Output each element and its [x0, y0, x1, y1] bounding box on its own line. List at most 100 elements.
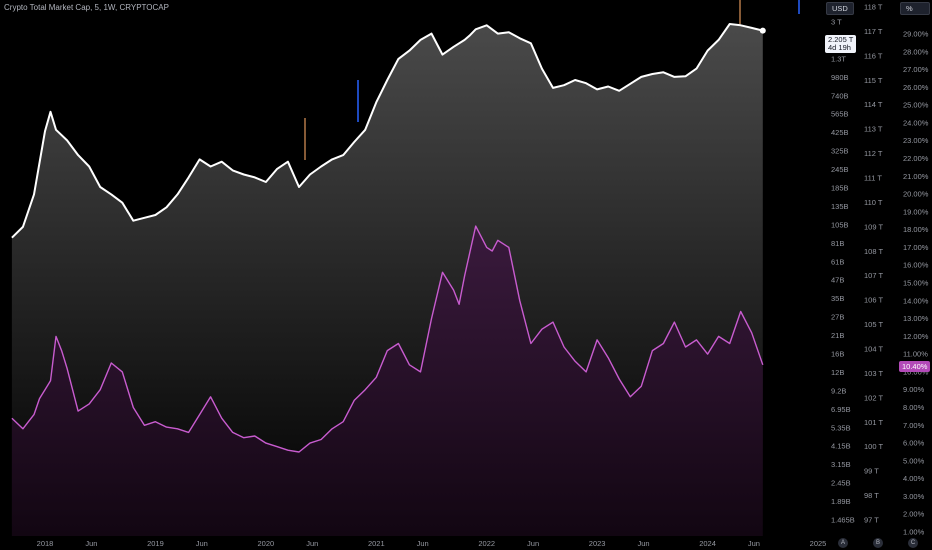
axis-percent-tick: 24.00%: [903, 118, 929, 127]
axis-t-tick: 100 T: [864, 442, 883, 451]
axis-percent-tick: 11.00%: [903, 350, 928, 359]
axis-t-tick: 105 T: [864, 320, 883, 329]
axis-log-tick: 47B: [831, 276, 844, 285]
axis-t-tick: 114 T: [864, 100, 883, 109]
axis-log-tick: 1.89B: [831, 497, 851, 506]
axis-percent-tick: 20.00%: [903, 190, 929, 199]
axis-t-tick: 117 T: [864, 27, 883, 36]
axis-t-tick: 110 T: [864, 198, 883, 207]
axis-percent-tick: 16.00%: [903, 261, 929, 270]
price-badge: 2.205 T 4d 19h: [825, 35, 857, 53]
percent-scale-button[interactable]: %: [900, 2, 930, 15]
axis-percent-tick: 21.00%: [903, 172, 929, 181]
x-axis-tick: 2022: [478, 539, 495, 548]
axis-log-tick: 185B: [831, 184, 849, 193]
axis-percent-tick: 1.00%: [903, 528, 925, 537]
axis-percent-tick: 5.00%: [903, 456, 925, 465]
axis-percent-tick: 18.00%: [903, 225, 929, 234]
x-axis-tick: 2023: [589, 539, 606, 548]
x-axis-tick: Jun: [527, 539, 539, 548]
axis-log-tick: 81B: [831, 239, 844, 248]
axis-percent-tick: 7.00%: [903, 421, 925, 430]
bottom-button-c[interactable]: C: [908, 538, 918, 548]
axis-percent-tick: 6.00%: [903, 439, 925, 448]
main-series-line: [11, 23, 764, 239]
axis-log-tick: 9.2B: [831, 386, 846, 395]
axis-percent-tick: 28.00%: [903, 47, 929, 56]
axis-log-tick: 21B: [831, 331, 844, 340]
axis-log-tick: 3 T: [831, 18, 842, 27]
x-axis-tick: 2020: [258, 539, 275, 548]
axis-log-tick: 61B: [831, 257, 844, 266]
axis-percent-tick: 19.00%: [903, 207, 929, 216]
x-axis-tick: Jun: [306, 539, 318, 548]
x-axis-tick: Jun: [196, 539, 208, 548]
axis-log-tick: 565B: [831, 110, 849, 119]
axis-log-tick: 1.465B: [831, 516, 855, 525]
axis-t-tick: 118 T: [864, 3, 883, 12]
axis-log-tick: 105B: [831, 220, 849, 229]
axis-percent-tick: 3.00%: [903, 492, 925, 501]
axis-t-tick: 104 T: [864, 345, 883, 354]
x-axis-tick: 2019: [147, 539, 164, 548]
axis-t-tick: 97 T: [864, 516, 879, 525]
x-axis-tick: Jun: [748, 539, 760, 548]
axis-log-tick: 4.15B: [831, 442, 851, 451]
x-axis-tick: 2018: [37, 539, 54, 548]
x-axis-tick: Jun: [637, 539, 649, 548]
axis-t-tick: 98 T: [864, 491, 879, 500]
axis-log-tick: 425B: [831, 128, 849, 137]
x-axis-tick: Jun: [85, 539, 97, 548]
axis-percent-tick: 27.00%: [903, 65, 929, 74]
axis-t-tick: 112 T: [864, 149, 883, 158]
axis-percent-tick: 22.00%: [903, 154, 929, 163]
currency-button[interactable]: USD: [826, 2, 854, 15]
axis-percent-tick: 25.00%: [903, 101, 929, 110]
chart-title: Crypto Total Market Cap, 5, 1W, CRYPTOCA…: [4, 3, 169, 12]
axis-t-tick: 111 T: [864, 174, 882, 183]
axis-log-tick: 5.35B: [831, 423, 851, 432]
axis-log-tick: 325B: [831, 147, 849, 156]
percent-badge: 10.40%: [899, 361, 931, 372]
axis-t-tick: 108 T: [864, 247, 883, 256]
axis-percent-tick: 14.00%: [903, 296, 929, 305]
axis-log-tick: 16B: [831, 350, 844, 359]
price-badge-countdown: 4d 19h: [828, 43, 851, 52]
bottom-button-a[interactable]: A: [838, 538, 848, 548]
axis-t-tick: 101 T: [864, 418, 883, 427]
axis-t-tick: 102 T: [864, 393, 883, 402]
axis-log-tick: 740B: [831, 91, 849, 100]
axis-percent-tick: 12.00%: [903, 332, 929, 341]
axis-percent-tick: 29.00%: [903, 30, 929, 39]
axis-log-tick: 35B: [831, 294, 844, 303]
bottom-button-b[interactable]: B: [873, 538, 883, 548]
axis-log-tick: 245B: [831, 165, 849, 174]
axis-log-tick: 2.45B: [831, 479, 851, 488]
x-axis-tick: Jun: [417, 539, 429, 548]
axis-t-tick: 113 T: [864, 125, 883, 134]
axis-percent-tick: 26.00%: [903, 83, 929, 92]
axis-percent-tick: 8.00%: [903, 403, 925, 412]
axis-t-tick: 116 T: [864, 51, 883, 60]
axis-percent-tick: 23.00%: [903, 136, 929, 145]
axis-percent-tick: 13.00%: [903, 314, 929, 323]
axis-t-tick: 106 T: [864, 296, 883, 305]
axis-t-tick: 103 T: [864, 369, 883, 378]
axis-t-tick: 109 T: [864, 222, 883, 231]
percent-series-line: [11, 225, 764, 453]
axis-t-tick: 107 T: [864, 271, 883, 280]
axis-percent-tick: 9.00%: [903, 385, 925, 394]
axis-percent-tick: 4.00%: [903, 474, 925, 483]
x-axis-tick: 2021: [368, 539, 385, 548]
axis-percent-tick: 15.00%: [903, 279, 929, 288]
axis-log-tick: 6.95B: [831, 405, 851, 414]
axis-log-tick: 27B: [831, 313, 844, 322]
price-badge-value: 2.205 T: [828, 35, 854, 44]
axis-log-tick: 12B: [831, 368, 844, 377]
axis-percent-tick: 2.00%: [903, 510, 925, 519]
axis-log-tick: 135B: [831, 202, 849, 211]
axis-percent-tick: 17.00%: [903, 243, 929, 252]
axis-log-tick: 980B: [831, 73, 849, 82]
percent-series-area: [11, 226, 763, 536]
